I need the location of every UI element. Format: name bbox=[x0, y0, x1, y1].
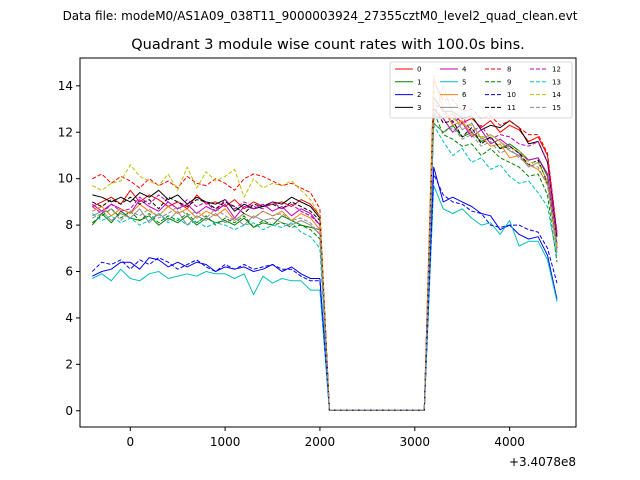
y-tick-label: 4 bbox=[65, 311, 73, 325]
series-line-12 bbox=[92, 103, 558, 411]
series-line-8 bbox=[92, 80, 558, 411]
legend-label-10: 10 bbox=[507, 91, 516, 99]
legend-label-3: 3 bbox=[417, 104, 421, 112]
y-tick-label: 2 bbox=[65, 357, 73, 371]
series-line-9 bbox=[92, 110, 558, 411]
y-tick-label: 14 bbox=[58, 79, 73, 93]
legend-label-5: 5 bbox=[462, 78, 466, 86]
x-tick-label: 4000 bbox=[494, 435, 525, 449]
legend-label-14: 14 bbox=[552, 91, 561, 99]
legend-label-8: 8 bbox=[507, 66, 511, 74]
y-tick-label: 6 bbox=[65, 265, 73, 279]
legend-label-4: 4 bbox=[462, 66, 467, 74]
plot-frame bbox=[79, 57, 577, 428]
chart-title: Quadrant 3 module wise count rates with … bbox=[131, 37, 525, 53]
series-line-2 bbox=[92, 166, 558, 411]
legend-label-6: 6 bbox=[462, 91, 467, 99]
y-tick-label: 8 bbox=[65, 218, 73, 232]
chart-suptitle: Data file: modeM0/AS1A09_038T11_90000039… bbox=[63, 9, 578, 23]
series-line-10 bbox=[91, 173, 558, 411]
series-line-13 bbox=[92, 124, 558, 411]
legend-label-2: 2 bbox=[417, 91, 421, 99]
series-lines bbox=[91, 76, 558, 411]
x-tick-label: 1000 bbox=[210, 435, 241, 449]
x-tick-label: 3000 bbox=[400, 435, 431, 449]
y-tick-label: 0 bbox=[65, 404, 73, 418]
legend-label-0: 0 bbox=[417, 66, 421, 74]
x-tick-label: 2000 bbox=[305, 435, 336, 449]
legend-label-12: 12 bbox=[552, 66, 561, 74]
series-line-14 bbox=[92, 90, 558, 411]
x-tick-label: 0 bbox=[126, 435, 134, 449]
series-line-5 bbox=[92, 185, 558, 411]
legend-label-1: 1 bbox=[417, 78, 421, 86]
legend-label-13: 13 bbox=[552, 78, 561, 86]
y-tick-label: 10 bbox=[58, 172, 73, 186]
legend-label-9: 9 bbox=[507, 78, 511, 86]
legend-label-11: 11 bbox=[507, 104, 516, 112]
legend-label-7: 7 bbox=[462, 104, 466, 112]
series-line-3 bbox=[92, 97, 558, 411]
series-line-4 bbox=[92, 115, 558, 411]
x-offset-label: +3.4078e8 bbox=[509, 455, 576, 469]
series-line-15 bbox=[92, 122, 558, 411]
y-tick-label: 12 bbox=[58, 125, 73, 139]
legend-box bbox=[389, 61, 573, 119]
series-line-11 bbox=[92, 106, 558, 411]
legend-label-15: 15 bbox=[552, 104, 561, 112]
